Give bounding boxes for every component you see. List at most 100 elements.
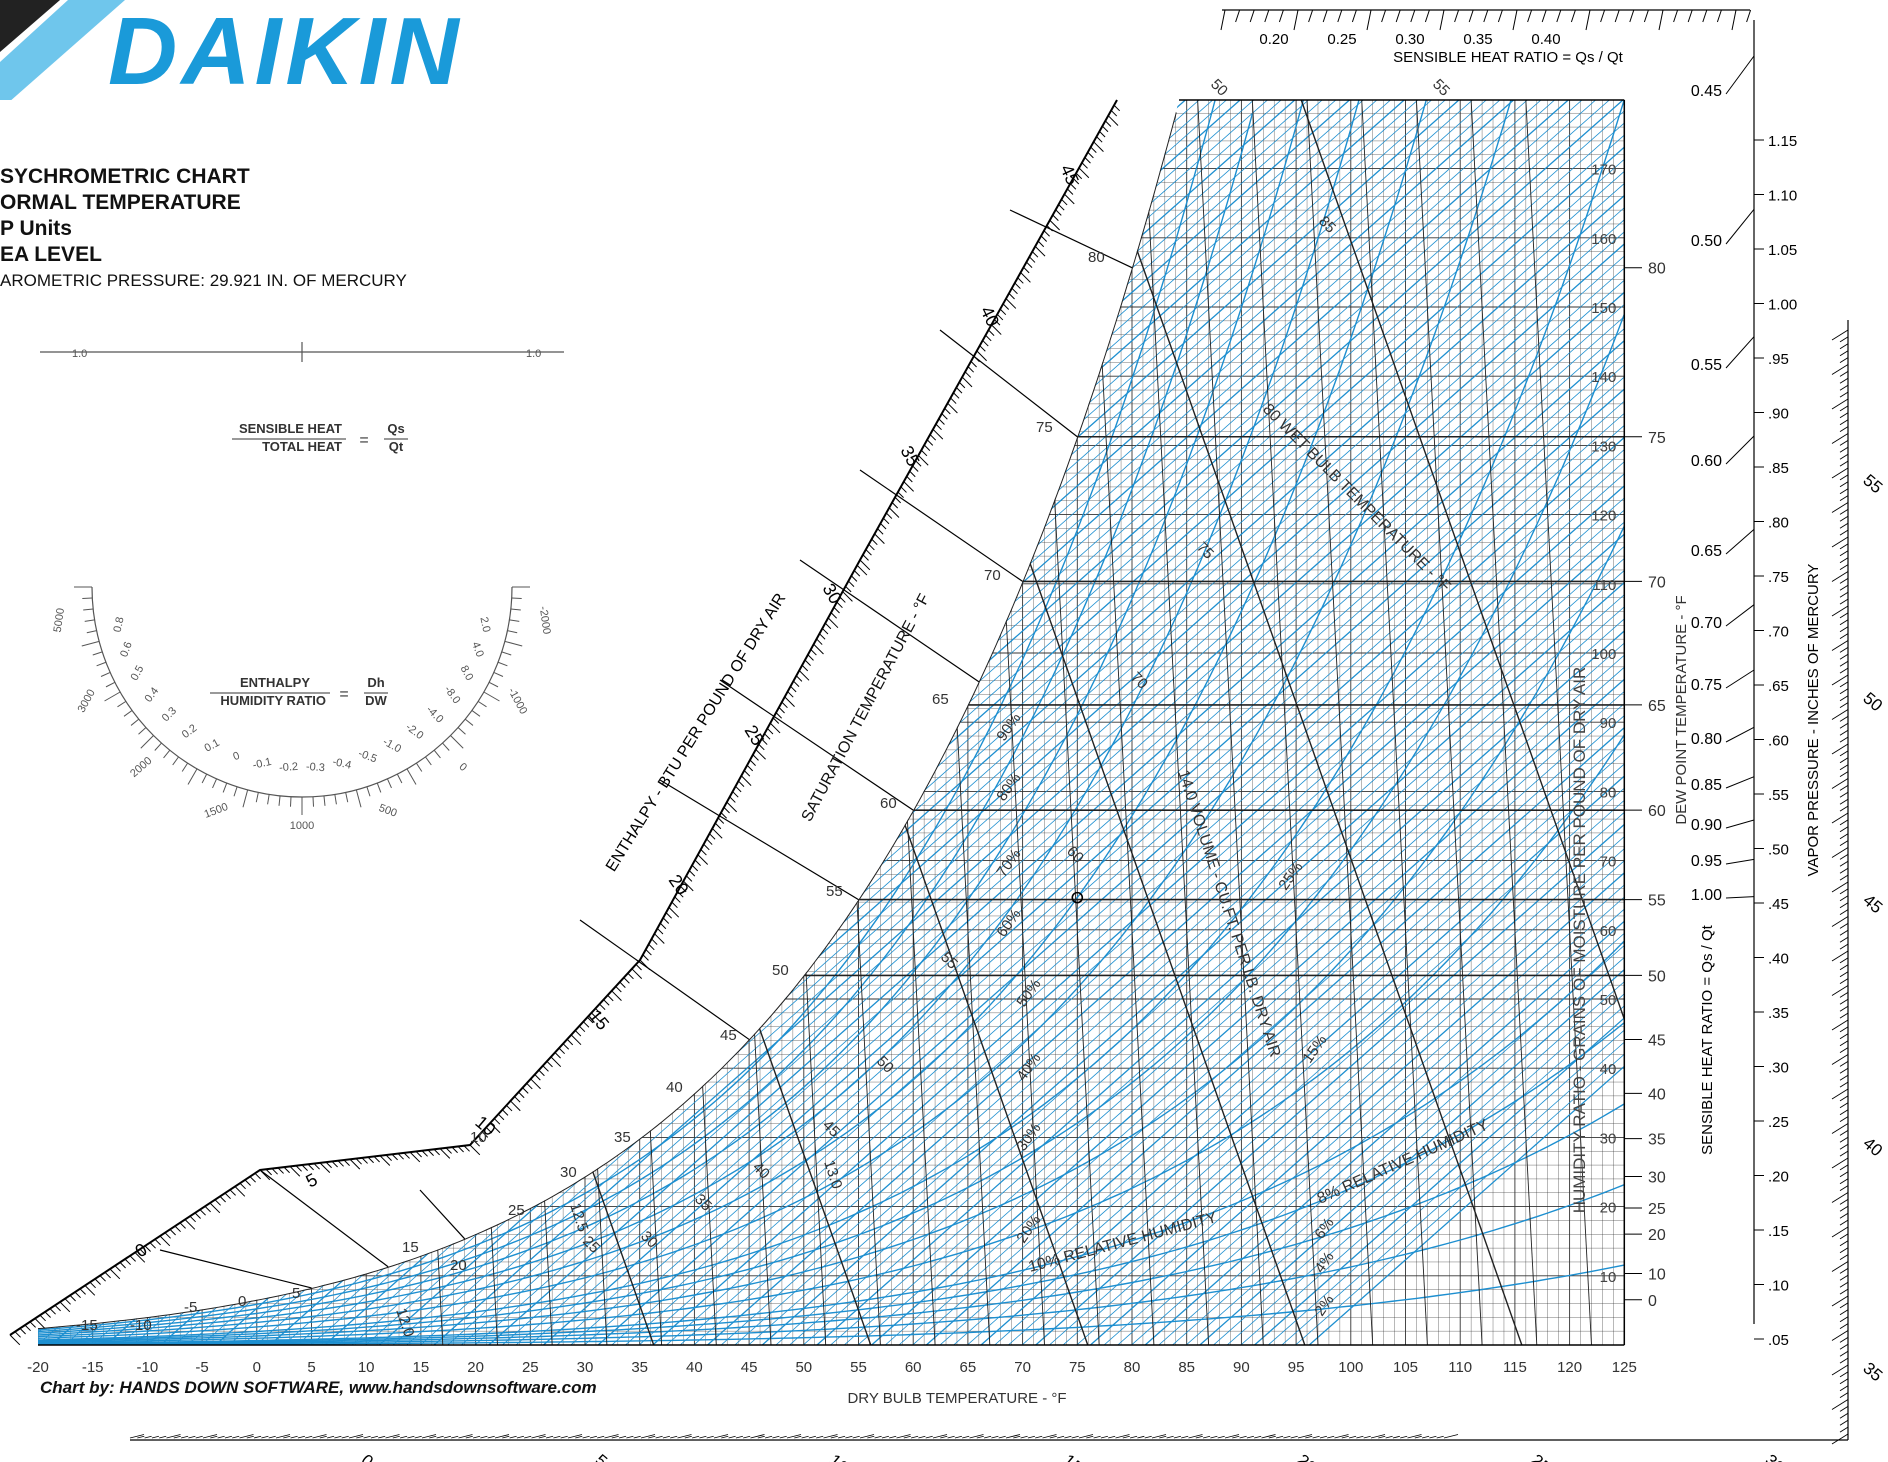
vapor-tick-label: .45 bbox=[1768, 896, 1789, 913]
bottom-enthalpy-tick bbox=[976, 1435, 984, 1439]
bottom-enthalpy-tick bbox=[1166, 1435, 1174, 1439]
x-tick-label: 50 bbox=[795, 1359, 812, 1376]
right-enthalpy-tick bbox=[1839, 598, 1849, 605]
enthalpy-scale-tick bbox=[836, 601, 843, 609]
enthalpy-scale-tick bbox=[883, 517, 890, 525]
bottom-enthalpy-tick bbox=[560, 1435, 568, 1439]
enthalpy-scale-tick bbox=[445, 1147, 452, 1154]
enthalpy-line bbox=[38, 100, 1338, 1345]
enthalpy-scale-tick bbox=[842, 591, 853, 602]
enthalpy-scale-tick bbox=[950, 397, 957, 404]
volume-value: 12.5 bbox=[566, 1201, 591, 1234]
enthalpy-scale-tick bbox=[283, 1166, 290, 1174]
bottom-enthalpy-tick bbox=[356, 1435, 364, 1439]
saturation-temp-label: 80 bbox=[1088, 249, 1105, 266]
enthalpy-scale-tick bbox=[758, 743, 765, 751]
shr-right-tick-label: 0.65 bbox=[1691, 543, 1722, 560]
enthalpy-scale-tick bbox=[473, 1140, 481, 1147]
bottom-enthalpy-tick bbox=[129, 1434, 145, 1439]
bottom-enthalpy-tick bbox=[918, 1435, 926, 1439]
enthalpy-scale-tick bbox=[651, 938, 658, 945]
rh-label: 15% bbox=[1299, 1032, 1330, 1066]
right-enthalpy-tick bbox=[1839, 440, 1849, 446]
right-enthalpy-tick bbox=[1839, 833, 1849, 840]
enthalpy-scale-tick bbox=[244, 1179, 251, 1186]
enthalpy-scale-tick bbox=[570, 1034, 582, 1046]
enthalpy-scale-tick bbox=[657, 928, 664, 935]
bottom-enthalpy-tick bbox=[1210, 1435, 1218, 1439]
right-enthalpy-tick bbox=[1831, 778, 1849, 789]
enthalpy-numerator: ENTHALPY bbox=[240, 675, 310, 690]
right-enthalpy-tick bbox=[1839, 626, 1849, 633]
bottom-enthalpy-tick bbox=[538, 1435, 546, 1439]
bottom-enthalpy-tick bbox=[947, 1435, 955, 1439]
enthalpy-scale-tick bbox=[830, 612, 838, 619]
protractor-tick bbox=[497, 661, 508, 667]
bottom-enthalpy-tick bbox=[743, 1435, 751, 1439]
enthalpy-scale-label: 20 bbox=[665, 871, 693, 899]
enthalpy-scale-tick bbox=[688, 870, 696, 877]
bottom-enthalpy-tick bbox=[370, 1435, 379, 1439]
right-enthalpy-tick bbox=[1839, 888, 1849, 895]
enthalpy-scale-tick bbox=[923, 444, 931, 451]
shr-right-tick bbox=[1725, 209, 1755, 245]
shr-top-tick bbox=[1366, 9, 1372, 31]
enthalpy-line bbox=[1240, 100, 1625, 1345]
enthalpy-scale-tick bbox=[69, 1295, 76, 1302]
right-enthalpy-tick bbox=[1831, 640, 1849, 651]
protractor-tick bbox=[450, 735, 464, 749]
bottom-enthalpy-tick bbox=[1239, 1435, 1247, 1439]
enthalpy-scale-tick bbox=[1008, 293, 1015, 300]
enthalpy-scale-tick bbox=[804, 659, 811, 666]
right-enthalpy-tick bbox=[1839, 750, 1849, 757]
bottom-enthalpy-tick bbox=[1108, 1435, 1116, 1439]
right-enthalpy-tick bbox=[1839, 1274, 1849, 1281]
vapor-tick-label: .65 bbox=[1768, 678, 1789, 695]
enthalpy-scale-tick bbox=[868, 543, 875, 551]
enthalpy-scale-tick bbox=[89, 1281, 96, 1289]
enthalpy-scale-tick bbox=[967, 366, 975, 373]
enthalpy-scale-tick bbox=[469, 1144, 481, 1156]
right-enthalpy-tick bbox=[1839, 1178, 1849, 1185]
relative-humidity-curve bbox=[38, 313, 1625, 1342]
shr-right-tick-label: 0.55 bbox=[1691, 357, 1722, 374]
dew-point-tick: 20 bbox=[1648, 1227, 1666, 1244]
saturation-temp-label: 20 bbox=[450, 1257, 467, 1274]
bottom-enthalpy-tick bbox=[166, 1434, 181, 1439]
enthalpy-scale-tick bbox=[373, 1156, 380, 1163]
enthalpy-scale-tick bbox=[856, 564, 868, 576]
enthalpy-scale-tick bbox=[941, 413, 948, 420]
shr-top-tick-label: 0.30 bbox=[1395, 31, 1424, 48]
protractor-tick bbox=[493, 671, 504, 677]
enthalpy-line bbox=[721, 100, 1625, 1345]
enthalpy-scale-tick bbox=[234, 1186, 246, 1197]
protractor-tick bbox=[84, 619, 95, 622]
enthalpy-scale-tick bbox=[265, 1168, 272, 1176]
enthalpy-scale-tick bbox=[991, 324, 1002, 335]
saturation-temp-label: 45 bbox=[720, 1027, 737, 1044]
bottom-enthalpy-tick bbox=[962, 1435, 970, 1439]
bottom-enthalpy-tick bbox=[1327, 1435, 1335, 1439]
enthalpy-scale-tick bbox=[659, 922, 667, 930]
x-tick-label: 115 bbox=[1503, 1359, 1527, 1376]
shr-right-label: SENSIBLE HEAT RATIO = Qs / Qt bbox=[1699, 924, 1716, 1154]
enthalpy-scale-tick bbox=[277, 1167, 284, 1174]
saturation-temp-label: 15 bbox=[402, 1239, 419, 1256]
right-enthalpy-tick bbox=[1839, 419, 1849, 426]
bottom-enthalpy-tick bbox=[268, 1435, 276, 1439]
enthalpy-scale-tick bbox=[833, 607, 840, 614]
rh-label-8: 8% RELATIVE HUMIDITY bbox=[1315, 1117, 1492, 1208]
right-enthalpy-tick bbox=[1839, 1254, 1849, 1260]
protractor-tick bbox=[82, 597, 93, 600]
right-enthalpy-tick bbox=[1839, 612, 1849, 619]
enthalpy-scale-tick bbox=[1110, 110, 1118, 117]
bottom-enthalpy-tick bbox=[633, 1435, 641, 1439]
enthalpy-scale-tick bbox=[554, 1052, 561, 1059]
enthalpy-scale-tick bbox=[848, 580, 855, 588]
bottom-enthalpy-tick bbox=[1173, 1435, 1182, 1439]
protractor-tick bbox=[366, 786, 371, 797]
wet-bulb-line bbox=[1470, 100, 1538, 1345]
enthalpy-line bbox=[1118, 100, 1625, 1345]
right-enthalpy-tick bbox=[1839, 1406, 1849, 1412]
enthalpy-line bbox=[653, 100, 1625, 1345]
